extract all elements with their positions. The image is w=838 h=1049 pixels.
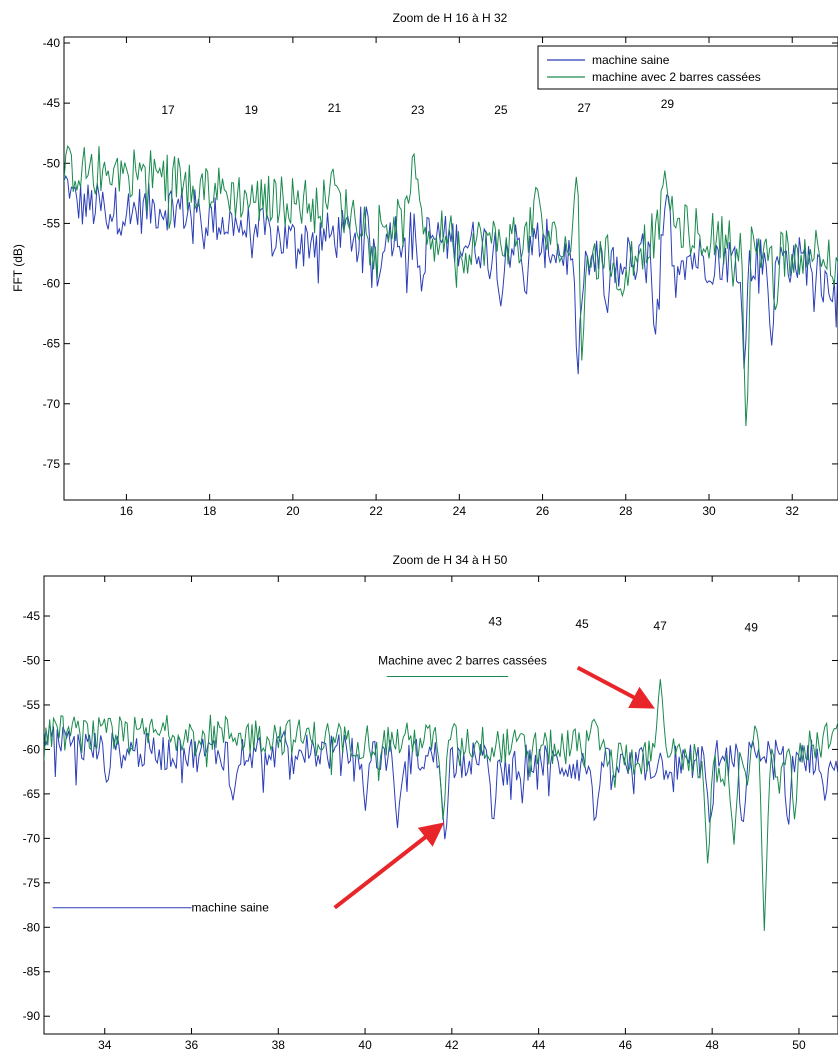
y-tick-label: -60 <box>43 277 61 291</box>
x-tick-label: 20 <box>286 504 300 518</box>
top-chart-harmonic-labels: 17 19 21 23 25 27 29 <box>161 97 674 117</box>
harmonic-label: 43 <box>489 614 503 628</box>
harmonic-label: 25 <box>494 103 508 117</box>
x-tick-label: 44 <box>532 1038 546 1049</box>
annotation-arrow <box>576 665 655 709</box>
x-tick-label: 32 <box>786 504 800 518</box>
top-chart-x-ticks: 16 18 20 22 24 26 28 30 32 <box>120 37 799 518</box>
harmonic-label: 27 <box>577 101 591 115</box>
annotation-label: Machine avec 2 barres cassées <box>378 653 547 667</box>
top-chart: Zoom de H 16 à H 32 FFT (dB) 16 18 20 22 24 2… <box>11 11 838 518</box>
harmonic-label: 19 <box>245 103 259 117</box>
top-chart-ylabel: FFT (dB) <box>11 244 25 292</box>
bottom-chart-annotations: Machine avec 2 barres cassées machine sai… <box>52 653 655 915</box>
y-tick-label: -60 <box>23 742 41 756</box>
harmonic-label: 45 <box>575 617 589 631</box>
y-tick-label: -65 <box>43 337 61 351</box>
y-tick-label: -90 <box>23 1009 41 1023</box>
y-tick-label: -50 <box>43 156 61 170</box>
top-chart-series <box>64 144 838 427</box>
top-chart-title: Zoom de H 16 à H 32 <box>393 11 508 25</box>
top-chart-plot-area <box>63 36 838 501</box>
y-tick-label: -50 <box>23 653 41 667</box>
x-tick-label: 46 <box>619 1038 633 1049</box>
legend-label-machine-saine: machine saine <box>592 53 670 67</box>
harmonic-label: 23 <box>411 103 425 117</box>
bottom-chart-title: Zoom de H 34 à H 50 <box>393 553 508 567</box>
x-tick-label: 34 <box>98 1038 112 1049</box>
annotation-label: machine saine <box>192 901 270 915</box>
bottom-chart: Zoom de H 34 à H 50 34 36 38 40 42 44 46 48 50 -… <box>23 553 838 1049</box>
series-line-machine-saine <box>64 174 838 375</box>
x-tick-label: 18 <box>203 504 217 518</box>
bottom-chart-plot-area <box>43 575 838 1035</box>
y-tick-label: -45 <box>43 96 61 110</box>
legend-label-machine-barres-cassees: machine avec 2 barres cassées <box>592 70 761 84</box>
bottom-chart-x-ticks: 34 36 38 40 42 44 46 48 50 <box>98 576 806 1049</box>
annotation-arrow <box>333 822 445 910</box>
x-tick-label: 22 <box>369 504 383 518</box>
legend-box <box>537 45 838 90</box>
harmonic-label: 17 <box>161 103 175 117</box>
bottom-chart-series <box>44 679 838 931</box>
harmonic-label: 21 <box>328 101 342 115</box>
y-tick-label: -65 <box>23 787 41 801</box>
y-tick-label: -75 <box>23 876 41 890</box>
y-tick-label: -55 <box>23 698 41 712</box>
bottom-chart-y-ticks: -45 -50 -55 -60 -65 -70 -75 -80 -85 -90 <box>23 609 838 1023</box>
series-line-machine-avec-2-barres-cass-es <box>64 144 838 427</box>
harmonic-label: 47 <box>653 619 667 633</box>
legend: machine saine machine avec 2 barres cass… <box>537 45 838 90</box>
series-line-machine-avec-2-barres-cass-es <box>44 679 838 931</box>
y-tick-label: -85 <box>23 965 41 979</box>
bottom-chart-harmonic-labels: 43 45 47 49 <box>489 614 759 634</box>
y-tick-label: -70 <box>23 831 41 845</box>
x-tick-label: 48 <box>705 1038 719 1049</box>
y-tick-label: -45 <box>23 609 41 623</box>
y-tick-label: -75 <box>43 457 61 471</box>
top-chart-y-ticks: -40 -45 -50 -55 -60 -65 -70 -75 <box>43 36 838 471</box>
harmonic-label: 49 <box>745 621 759 635</box>
x-tick-label: 28 <box>619 504 633 518</box>
x-tick-label: 36 <box>185 1038 199 1049</box>
x-tick-label: 16 <box>120 504 134 518</box>
harmonic-label: 29 <box>661 97 675 111</box>
x-tick-label: 40 <box>358 1038 372 1049</box>
x-tick-label: 38 <box>272 1038 286 1049</box>
y-tick-label: -55 <box>43 216 61 230</box>
x-tick-label: 30 <box>702 504 716 518</box>
x-tick-label: 26 <box>536 504 550 518</box>
y-tick-label: -80 <box>23 920 41 934</box>
x-tick-label: 42 <box>445 1038 459 1049</box>
y-tick-label: -40 <box>43 36 61 50</box>
x-tick-label: 24 <box>453 504 467 518</box>
y-tick-label: -70 <box>43 397 61 411</box>
x-tick-label: 50 <box>792 1038 806 1049</box>
